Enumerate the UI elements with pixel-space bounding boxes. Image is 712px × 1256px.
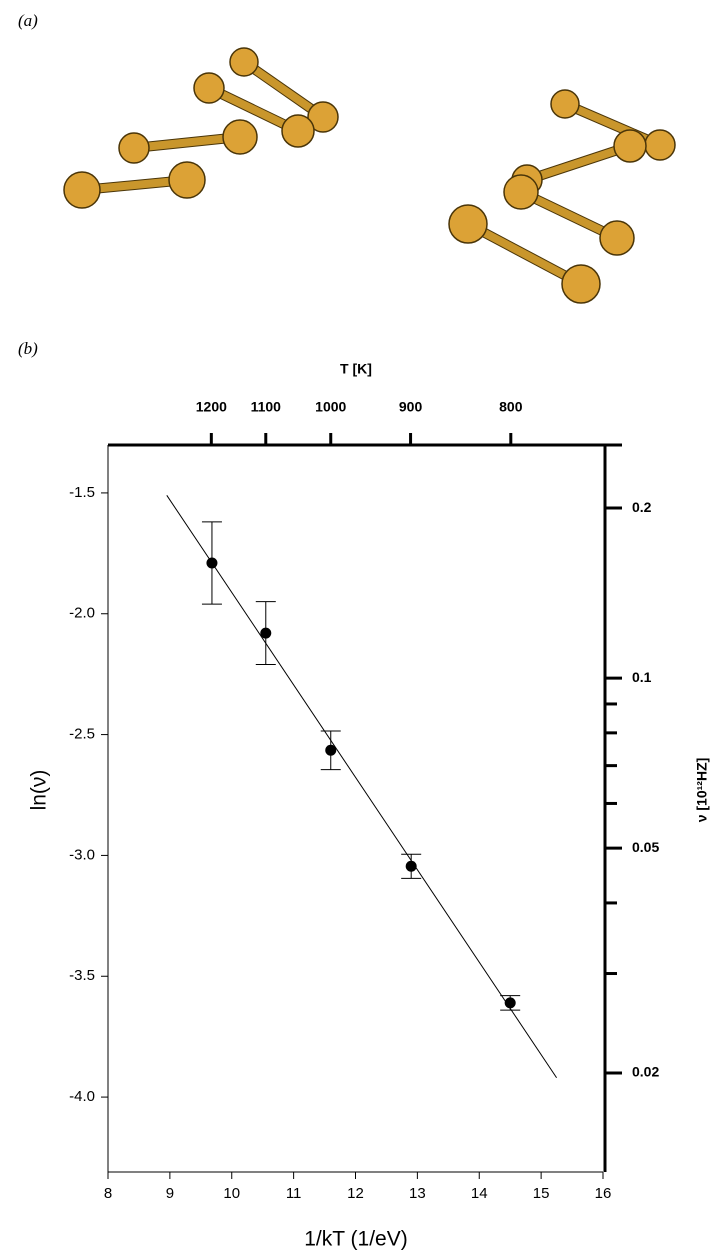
x-tick-label: 14 [471,1185,488,1202]
top-tick-label: 900 [399,399,423,415]
data-point [260,627,272,639]
x-tick-label: 13 [409,1185,426,1202]
y-tick-label: -3.0 [69,846,95,863]
y-tick-label: -1.5 [69,484,95,501]
y-axis-label: ln(ν) [28,770,51,811]
y-tick-label: -3.5 [69,967,95,984]
y-tick-label: -2.5 [69,726,95,743]
x-tick-label: 11 [286,1185,302,1202]
top-tick-label: 1100 [251,399,282,415]
x-tick-label: 15 [533,1185,550,1202]
y-tick-label: -4.0 [69,1088,95,1105]
right-tick-label: 0.05 [632,839,659,855]
right-tick-label: 0.02 [632,1064,659,1080]
right-axis-label: ν [10¹²HZ] [694,758,710,823]
y-tick-label: -2.0 [69,605,95,622]
data-point [504,997,516,1009]
x-tick-label: 12 [347,1185,364,1202]
x-tick-label: 16 [595,1185,612,1202]
right-tick-label: 0.2 [632,499,652,515]
top-axis-label: T [K] [340,361,372,377]
data-point [206,557,218,569]
top-tick-label: 800 [499,399,523,415]
x-tick-label: 8 [104,1185,112,1202]
fit-line [166,495,558,1079]
data-point [325,744,337,756]
data-point [405,860,417,872]
x-tick-label: 10 [223,1185,240,1202]
panel-label: (a) [18,11,38,30]
right-tick-label: 0.1 [632,669,652,685]
molecules [63,47,676,304]
x-tick-label: 9 [166,1185,174,1202]
top-tick-label: 1200 [196,399,227,415]
panel-label: (b) [18,339,38,358]
top-tick-label: 1000 [315,399,346,415]
x-axis-label: 1/kT (1/eV) [304,1228,407,1251]
